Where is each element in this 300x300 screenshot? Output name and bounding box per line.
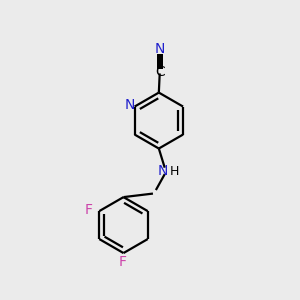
- Text: C: C: [155, 65, 165, 79]
- Text: N: N: [125, 98, 135, 112]
- Text: N: N: [158, 164, 168, 178]
- Text: F: F: [85, 203, 93, 217]
- Text: H: H: [169, 165, 179, 178]
- Text: N: N: [155, 42, 166, 56]
- Text: F: F: [118, 256, 127, 269]
